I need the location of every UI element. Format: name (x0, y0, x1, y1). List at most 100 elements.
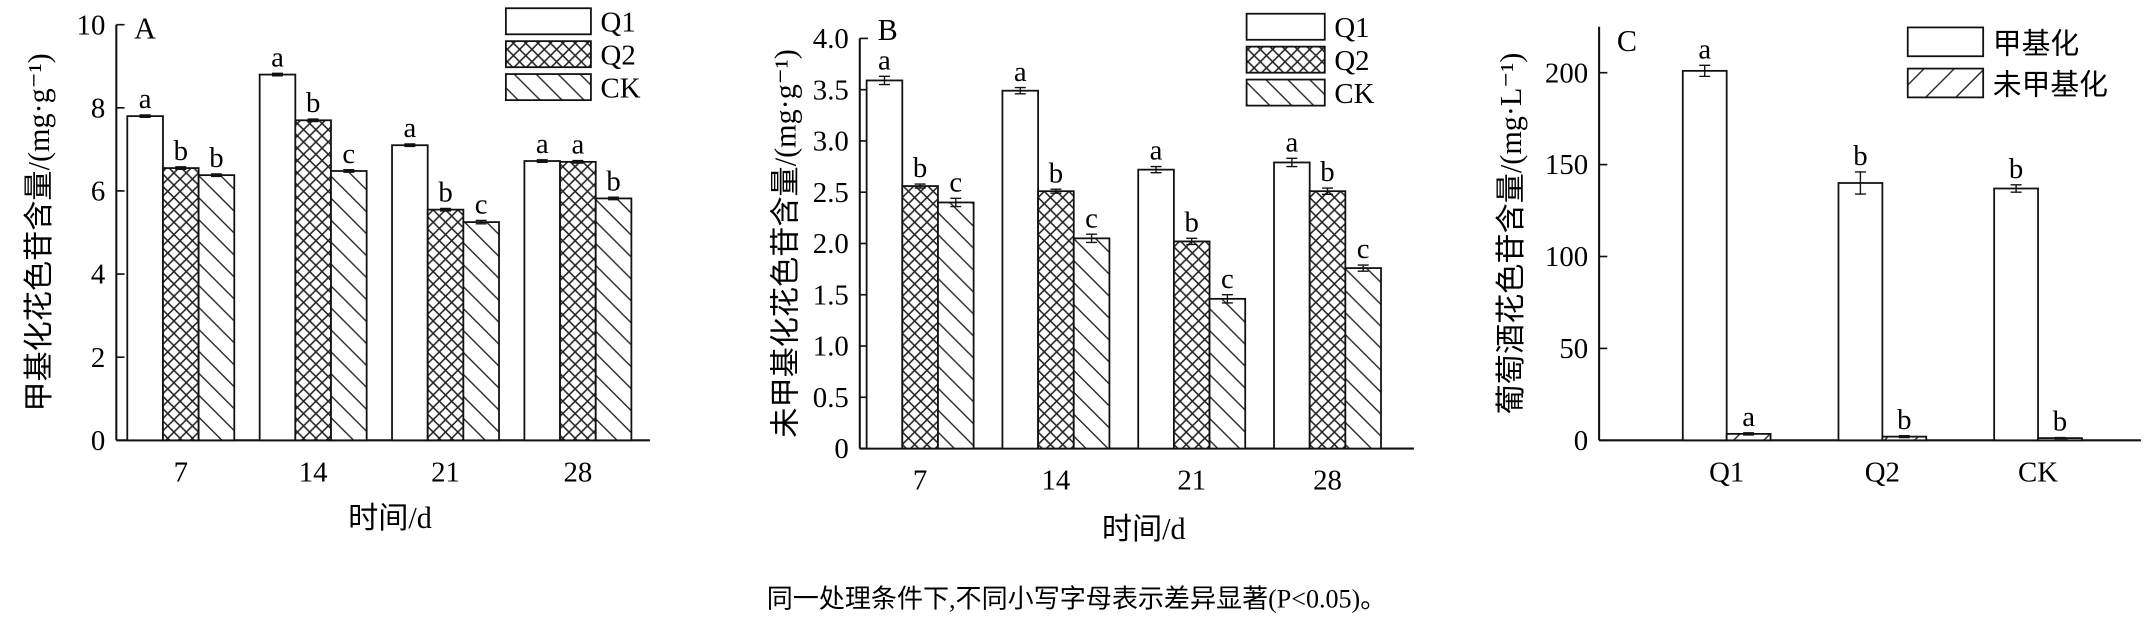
significance-letter: b (1853, 140, 1867, 172)
significance-letter: a (536, 128, 549, 160)
x-tick-label: Q2 (1865, 456, 1900, 488)
y-tick-label: 0.5 (813, 382, 849, 414)
error-bar (1743, 432, 1755, 436)
significance-letter: b (306, 87, 320, 119)
y-tick-label: 2 (91, 342, 105, 374)
bar-Q1 (1137, 168, 1175, 450)
panel-label: B (878, 13, 898, 47)
error-bar (175, 166, 187, 171)
x-axis-title: 时间/d (1102, 512, 1186, 546)
y-tick-label: 150 (1545, 149, 1588, 181)
y-tick-label: 10 (77, 9, 106, 41)
bar-Q1 (523, 160, 561, 442)
chart-panel-c: 0 50 100 150 200 C 葡萄酒花色苷含量/(mg·L⁻¹) Q1 a a Q2 b b CK… (1494, 24, 2141, 488)
bar-CK (1072, 237, 1111, 450)
bar-Q1 (258, 73, 297, 442)
panel-label: C (1617, 24, 1637, 58)
error-bar (536, 159, 548, 163)
y-tick-label: 1.0 (813, 331, 849, 363)
error-bar (572, 159, 584, 164)
error-bar (404, 143, 416, 148)
error-bar (272, 72, 283, 77)
significance-letter: c (1085, 202, 1098, 234)
error-bar (878, 75, 890, 86)
error-bar (343, 169, 355, 173)
bar-CK (594, 197, 633, 442)
legend-swatch-CK (1245, 78, 1326, 107)
legend-swatch-Q2 (504, 40, 592, 69)
error-bar (210, 173, 222, 178)
error-bar (608, 196, 620, 201)
legend-swatch-未甲基化 (1906, 67, 1985, 99)
error-bar (307, 118, 319, 123)
bar-CK (462, 221, 500, 442)
error-bar (1086, 233, 1098, 244)
bar-Q1 (1273, 161, 1311, 450)
y-tick-label: 4.0 (813, 23, 849, 55)
significance-letter: a (403, 112, 416, 144)
error-bar (2010, 184, 2022, 193)
x-tick-label: 14 (299, 456, 328, 488)
y-axis-title: 未甲基化花色苷含量/(mg·g⁻¹) (768, 49, 802, 437)
x-tick-label: 7 (174, 456, 188, 488)
significance-letter: a (1742, 401, 1755, 433)
error-bar (139, 114, 151, 119)
y-tick-label: 3.5 (813, 74, 849, 106)
legend-swatch-Q1 (1245, 12, 1326, 41)
significance-letter: b (2009, 153, 2023, 185)
error-bar (1357, 264, 1369, 272)
error-bar (1186, 237, 1198, 246)
error-bar (1898, 435, 1910, 439)
y-tick-label: 0 (834, 433, 848, 465)
y-tick-label: 1.5 (813, 279, 849, 311)
y-tick-label: 0 (91, 425, 105, 457)
significance-letter: b (1897, 404, 1911, 436)
bar-Q2 (426, 208, 465, 442)
bar-CK (197, 174, 236, 442)
legend-label: CK (1334, 78, 1374, 110)
y-tick-label: 100 (1545, 241, 1588, 273)
x-tick-label: 21 (1177, 465, 1206, 497)
error-bar (475, 219, 487, 225)
bar-甲基化 (1993, 187, 2039, 442)
y-tick-label: 6 (91, 176, 105, 208)
significance-letter: a (1150, 135, 1163, 167)
x-tick-label: 28 (1313, 465, 1342, 497)
x-axis-title: 时间/d (348, 501, 432, 535)
error-bar (1699, 64, 1711, 78)
bar-Q2 (294, 119, 332, 442)
bar-Q2 (1308, 190, 1347, 450)
bar-甲基化 (1681, 69, 1728, 442)
significance-letter: b (606, 165, 620, 197)
error-bar (1050, 188, 1062, 194)
significance-letter: c (342, 138, 355, 170)
y-axis-title: 葡萄酒花色苷含量/(mg·L⁻¹) (1494, 53, 1528, 415)
x-tick-label: 7 (913, 465, 927, 497)
error-bar (950, 197, 962, 208)
significance-letter: b (174, 135, 188, 167)
bar-CK (330, 170, 368, 442)
error-bar (914, 183, 926, 189)
legend-label: Q2 (601, 39, 636, 71)
y-tick-label: 50 (1559, 333, 1588, 365)
bar-CK (1344, 267, 1382, 450)
significance-letter: c (1221, 263, 1234, 295)
error-bar (1014, 86, 1026, 95)
legend-swatch-甲基化 (1906, 26, 1985, 58)
significance-letter: a (1285, 127, 1298, 159)
bar-Q2 (1172, 240, 1211, 450)
x-tick-label: 21 (431, 456, 460, 488)
x-tick-label: Q1 (1709, 456, 1744, 488)
x-tick-label: CK (2018, 456, 2058, 488)
significance-letter: a (878, 44, 891, 76)
significance-letter: a (571, 129, 584, 161)
legend-swatch-Q1 (504, 7, 592, 36)
legend-swatch-Q2 (1245, 45, 1326, 74)
y-tick-label: 200 (1545, 57, 1588, 89)
significance-letter: a (139, 83, 152, 115)
bar-Q1 (1001, 89, 1039, 450)
x-tick-label: 28 (563, 456, 592, 488)
